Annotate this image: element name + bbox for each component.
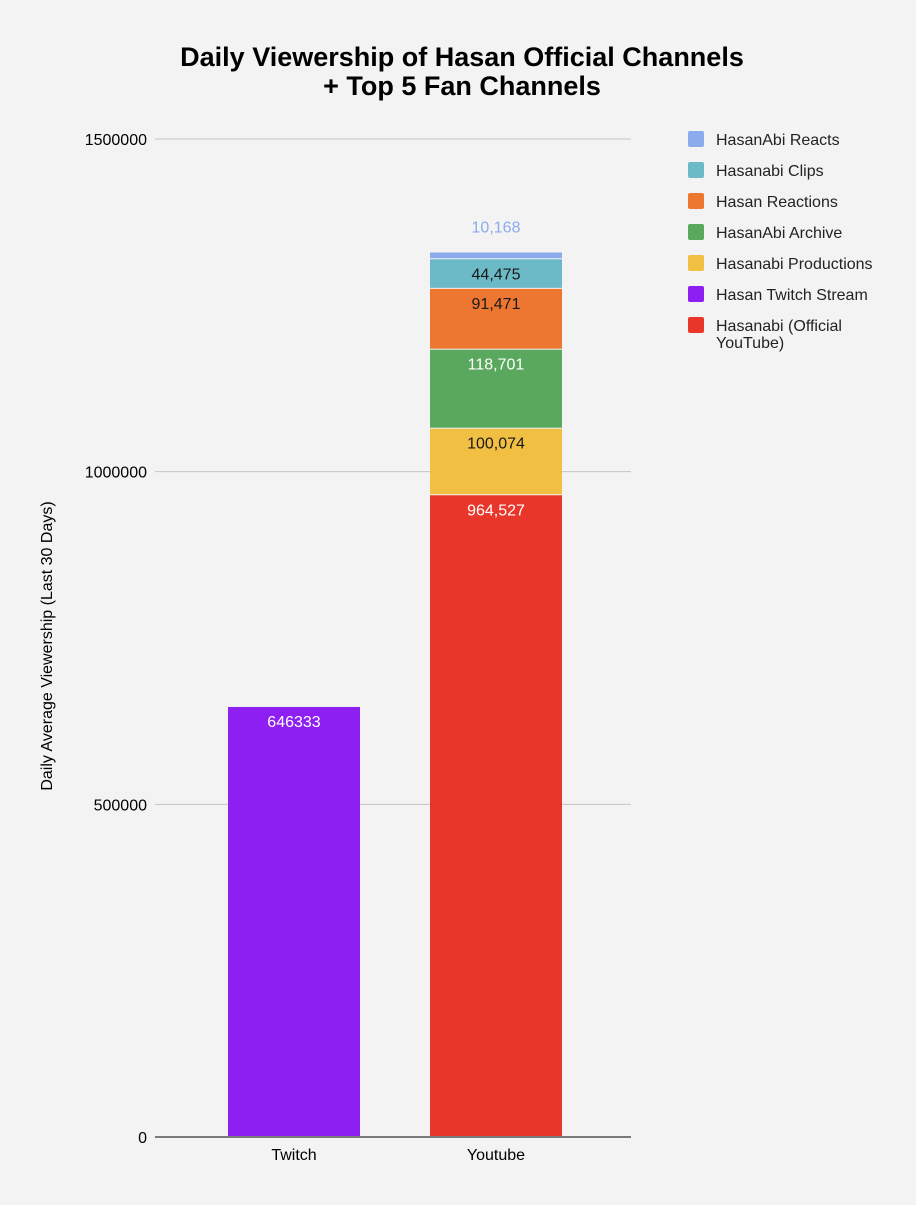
bar-youtube-6 [430,259,562,288]
legend-label: Hasanabi Productions [716,256,873,273]
data-label: 964,527 [467,502,525,519]
legend-swatch [688,286,704,302]
legend-swatch [688,162,704,178]
legend-swatch [688,317,704,333]
legend-label-line: Hasanabi Productions [716,256,873,273]
chart-title-line-1: Daily Viewership of Hasan Official Chann… [180,42,744,72]
x-category-label: Youtube [467,1147,525,1164]
bar-youtube-7 [430,252,562,259]
bar-youtube-1 [430,495,562,1136]
y-tick-label: 1000000 [85,465,147,482]
bars [228,252,562,1136]
data-label: 10,168 [472,219,521,236]
legend: HasanAbi Reacts Hasanabi Clips Hasan React… [688,131,873,352]
legend-label-line: Hasanabi (Official [716,318,842,335]
data-labels: 646333 964,527 100,074 118,701 91,471 44,475 1… [267,219,525,730]
legend-label: Hasan Twitch Stream [716,287,868,304]
y-tick-label: 1500000 [85,132,147,149]
legend-swatch [688,224,704,240]
y-tick-label: 0 [138,1130,147,1147]
bar-youtube-3 [430,428,562,495]
legend-label: HasanAbi Reacts [716,132,840,149]
chart-title-line-2: + Top 5 Fan Channels [323,71,601,101]
y-tick-label: 500000 [94,797,147,814]
y-axis-label: Daily Average Viewership (Last 30 Days) [39,501,56,790]
data-label: 44,475 [472,266,521,283]
legend-swatch [688,131,704,147]
legend-label: Hasanabi Clips [716,163,824,180]
legend-label-line: Hasanabi Clips [716,163,824,180]
legend-label-line: HasanAbi Archive [716,225,842,242]
data-label: 91,471 [472,296,521,313]
x-category-label: Twitch [271,1147,316,1164]
legend-swatch [688,193,704,209]
legend-label: Hasan Reactions [716,194,838,211]
legend-label: Hasanabi (Official YouTube) [716,318,842,352]
legend-label-line: Hasan Twitch Stream [716,287,868,304]
data-label: 100,074 [467,436,525,453]
legend-label-line: Hasan Reactions [716,194,838,211]
y-axis-title: Daily Average Viewership (Last 30 Days) [39,501,56,790]
bar-youtube-4 [430,349,562,428]
legend-swatch [688,255,704,271]
x-axis-categories: Twitch Youtube [271,1147,525,1164]
legend-label-line: YouTube) [716,335,784,352]
bar-youtube-5 [430,288,562,349]
data-label: 646333 [267,714,320,731]
legend-label-line: HasanAbi Reacts [716,132,840,149]
data-label: 118,701 [468,357,525,374]
y-axis-ticks: 0 500000 1000000 1500000 [85,132,147,1147]
bar-twitch-2 [228,706,360,1136]
chart-title: Daily Viewership of Hasan Official Chann… [180,42,744,101]
legend-label: HasanAbi Archive [716,225,842,242]
